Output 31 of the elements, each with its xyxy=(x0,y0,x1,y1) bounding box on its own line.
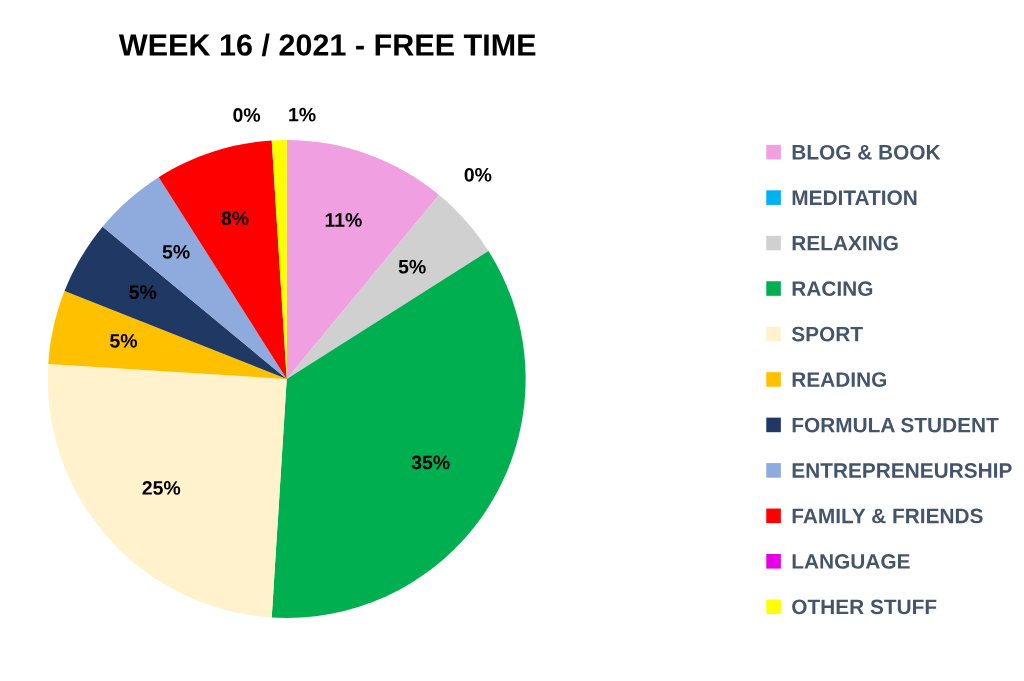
text: 0% xyxy=(464,167,492,182)
pie-slice xyxy=(102,177,287,379)
legend-label: RELAXING xyxy=(792,235,898,251)
data-label: 5% xyxy=(398,259,426,274)
pie-slice xyxy=(158,140,287,379)
data-label: 5% xyxy=(129,285,157,300)
data-label: 5% xyxy=(110,333,138,348)
text: 0% xyxy=(233,108,261,122)
data-label: 5% xyxy=(162,245,190,259)
data-label: 1% xyxy=(289,107,316,122)
pie-slice xyxy=(271,250,526,618)
legend-label: MEDITATION xyxy=(792,190,917,206)
pie-slice xyxy=(64,226,287,379)
legend-label: RACING xyxy=(792,281,873,297)
pie-slice xyxy=(286,194,489,379)
data-label: 11% xyxy=(325,213,362,227)
pie-slice xyxy=(286,140,440,379)
legend-label: SPORT xyxy=(791,326,863,342)
pie-slice xyxy=(271,140,287,379)
data-label: 8% xyxy=(221,211,249,226)
legend-label: FORMULA STUDENT xyxy=(792,417,999,433)
legend-label: READING xyxy=(792,372,887,387)
legend-label: BLOG & BOOK xyxy=(792,144,941,160)
legend-label: OTHER STUFF xyxy=(792,599,937,615)
legend-label: FAMILY & FRIENDS xyxy=(792,508,983,524)
data-label: 35% xyxy=(411,455,450,470)
legend-label: LANGUAGE xyxy=(792,554,910,569)
chart-title: WEEK 16 / 2021 - FREE TIME xyxy=(118,33,536,57)
legend-label: ENTREPRENEURSHIP xyxy=(792,463,1012,478)
pie-slice xyxy=(47,363,287,618)
data-label: 25% xyxy=(142,481,181,495)
